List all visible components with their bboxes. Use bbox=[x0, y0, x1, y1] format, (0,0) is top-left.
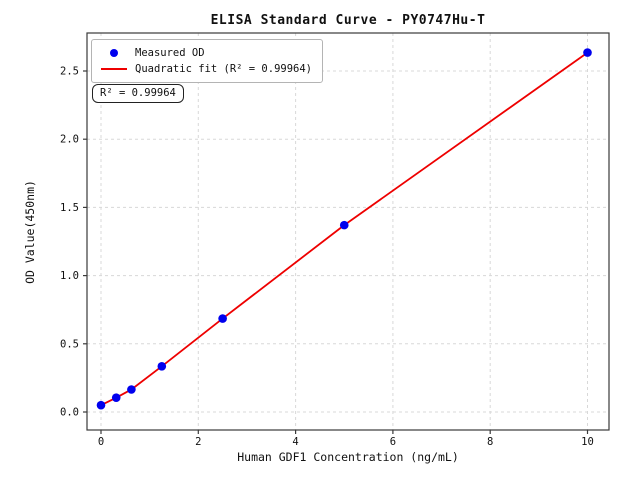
legend-item-measured-od: Measured OD bbox=[99, 45, 312, 61]
y-tick-label: 1.5 bbox=[60, 202, 79, 214]
y-tick-label: 1.0 bbox=[60, 270, 79, 282]
data-point bbox=[127, 385, 136, 394]
data-point bbox=[218, 314, 227, 323]
legend-item-quadratic-fit: Quadratic fit (R² = 0.99964) bbox=[99, 61, 312, 77]
x-tick-label: 4 bbox=[292, 436, 298, 448]
legend: Measured OD Quadratic fit (R² = 0.99964) bbox=[91, 39, 324, 83]
legend-marker-cell bbox=[99, 68, 129, 70]
chart-title: ELISA Standard Curve - PY0747Hu-T bbox=[210, 13, 486, 28]
x-tick-label: 6 bbox=[390, 436, 396, 448]
y-tick-label: 2.0 bbox=[60, 134, 79, 146]
y-tick-label: 2.5 bbox=[60, 66, 79, 78]
plot-border bbox=[86, 32, 610, 431]
x-tick-label: 2 bbox=[195, 436, 201, 448]
data-point bbox=[111, 393, 121, 402]
x-axis-label: Human GDF1 Concentration (ng/mL) bbox=[237, 450, 459, 464]
legend-marker-cell bbox=[99, 49, 129, 57]
line-marker-icon bbox=[101, 68, 127, 70]
x-tick-label: 10 bbox=[581, 436, 594, 448]
data-point bbox=[157, 362, 167, 371]
r-squared-annotation: R² = 0.99964 bbox=[92, 84, 184, 103]
data-point bbox=[339, 220, 349, 230]
y-axis-label: OD Value(450nm) bbox=[23, 180, 37, 284]
x-tick-label: 8 bbox=[487, 436, 493, 448]
legend-label-quadratic-fit: Quadratic fit (R² = 0.99964) bbox=[135, 63, 313, 75]
y-tick-label: 0.5 bbox=[60, 338, 79, 350]
y-tick-label: 0.0 bbox=[60, 407, 79, 419]
data-point bbox=[583, 48, 592, 57]
data-point bbox=[96, 400, 106, 410]
scatter-marker-icon bbox=[110, 49, 118, 57]
legend-label-measured-od: Measured OD bbox=[135, 47, 205, 59]
x-tick-label: 0 bbox=[98, 436, 104, 448]
